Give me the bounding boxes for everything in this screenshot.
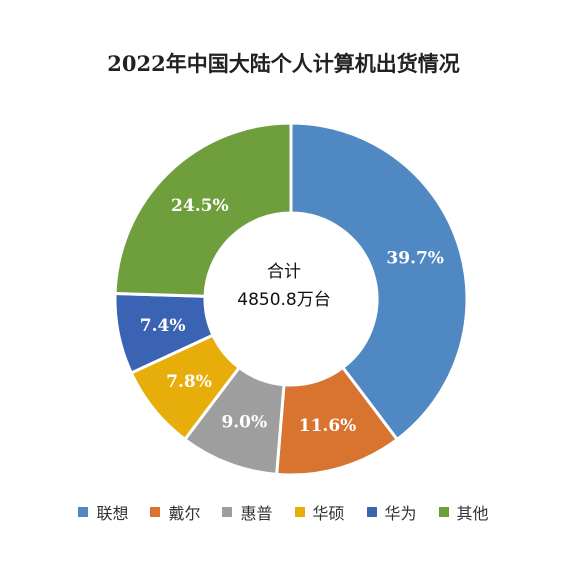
slice-label-2: 11.6% <box>299 416 357 436</box>
legend-swatch <box>294 507 305 517</box>
legend-item-4: 华硕 <box>294 500 345 524</box>
legend-swatch <box>366 507 377 517</box>
slice-6 <box>113 121 293 298</box>
slice-label-3: 9.0% <box>221 412 267 432</box>
chart-legend: 联想 戴尔 惠普 华硕 华为 其他 <box>0 500 567 524</box>
legend-swatch <box>78 507 89 517</box>
slices-group <box>113 121 469 477</box>
slice-label-6: 24.5% <box>171 196 229 216</box>
legend-swatch <box>222 507 233 517</box>
center-total-value: 4850.8万台 <box>237 290 330 310</box>
legend-label: 戴尔 <box>168 504 201 523</box>
slice-1 <box>289 121 469 442</box>
legend-item-3: 惠普 <box>222 500 273 524</box>
slice-label-4: 7.8% <box>166 372 212 392</box>
legend-swatch <box>438 507 449 517</box>
labels-group: 39.7% 11.6% 9.0% 7.8% 7.4% 24.5% <box>140 196 444 436</box>
legend-label: 华硕 <box>312 504 345 523</box>
legend-swatch <box>150 507 161 517</box>
slice-label-1: 39.7% <box>386 248 444 268</box>
slice-label-5: 7.4% <box>140 316 186 336</box>
legend-item-5: 华为 <box>366 500 417 524</box>
legend-label: 其他 <box>456 504 489 523</box>
legend-item-6: 其他 <box>438 500 489 524</box>
legend-item-1: 联想 <box>78 500 128 524</box>
legend-label: 联想 <box>96 504 129 523</box>
legend-label: 华为 <box>384 504 417 523</box>
legend-label: 惠普 <box>240 504 273 523</box>
chart-title: 2022年中国大陆个人计算机出货情况 <box>107 51 460 76</box>
legend-item-2: 戴尔 <box>150 500 200 524</box>
center-total-label: 合计 <box>267 262 301 282</box>
